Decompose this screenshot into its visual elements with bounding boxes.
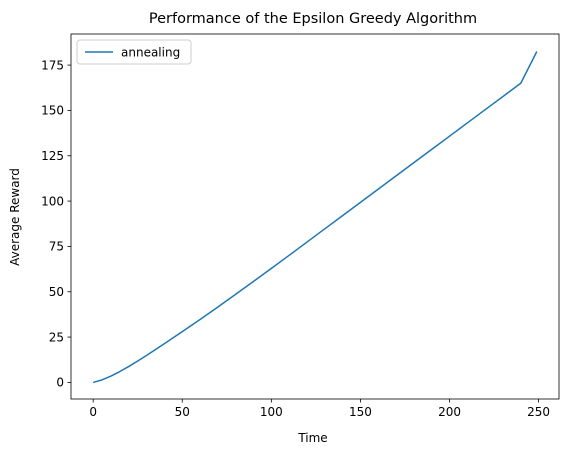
y-tick-label: 25: [49, 330, 64, 344]
chart-title: Performance of the Epsilon Greedy Algori…: [149, 11, 477, 27]
y-tick-label: 100: [41, 194, 64, 208]
x-tick-label: 0: [89, 405, 97, 419]
y-tick-label: 0: [56, 376, 64, 390]
x-tick-label: 250: [527, 405, 550, 419]
x-tick-label: 150: [349, 405, 372, 419]
series-line-annealing: [92, 51, 538, 384]
y-tick-label: 75: [49, 240, 64, 254]
y-tick-label: 175: [41, 58, 64, 72]
x-tick-label: 200: [438, 405, 461, 419]
axes: 0 50 100 150 200 250 0 25 50 75 100 125 150 175: [41, 33, 560, 419]
y-tick-label: 125: [41, 149, 64, 163]
y-tick-label: 50: [49, 285, 64, 299]
plot-area: [92, 51, 538, 384]
legend: annealing: [76, 39, 192, 65]
legend-label: annealing: [121, 45, 180, 59]
x-tick-label: 100: [260, 405, 283, 419]
x-axis-label: Time: [297, 431, 327, 445]
y-tick-label: 150: [41, 104, 64, 118]
plot-frame: [70, 33, 560, 400]
x-tick-label: 50: [175, 405, 190, 419]
legend-box: [76, 39, 192, 65]
y-axis-label: Average Reward: [8, 168, 22, 266]
